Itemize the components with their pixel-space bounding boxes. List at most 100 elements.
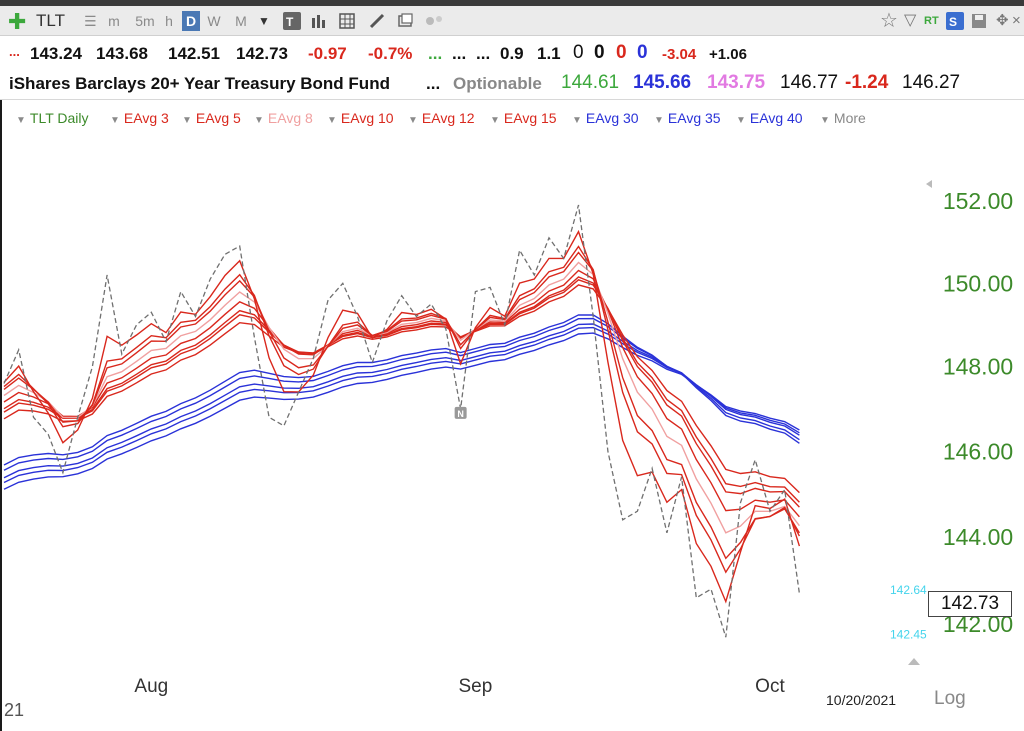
ema-line-12 (3, 276, 800, 508)
current-date-label: 10/20/2021 (826, 692, 897, 708)
y-tick-label: 152.00 (943, 188, 1013, 214)
quote-low: 142.51 (168, 44, 220, 63)
legend-item-eavg-3[interactable]: ▼ EAvg 3 (110, 110, 169, 126)
quote-lead-dots: ... (9, 44, 20, 59)
quote-dots-2: ... (476, 44, 491, 63)
svg-text:T: T (286, 15, 294, 29)
quote-dots: ... (452, 44, 467, 63)
ema-line-10 (3, 269, 800, 518)
legend-arrow-icon: ▼ (408, 115, 418, 126)
save-icon[interactable] (970, 12, 988, 30)
info-dots: ... (426, 74, 441, 93)
legend-item-eavg-15[interactable]: ▼ EAvg 15 (490, 110, 557, 126)
move-icon[interactable]: ✥ (996, 12, 1009, 29)
legend-arrow-icon: ▼ (110, 115, 120, 126)
link-icon[interactable] (424, 12, 442, 30)
realtime-icon[interactable]: RT (924, 15, 939, 27)
y-tick-label: 148.00 (943, 354, 1013, 380)
quote-value-2: 1.1 (537, 44, 561, 63)
quote-zero-3: 0 (616, 42, 627, 63)
quote-change: -0.97 (308, 44, 347, 63)
legend-item-eavg-12[interactable]: ▼ EAvg 12 (408, 110, 475, 126)
timeframe-h[interactable]: h (165, 13, 173, 29)
ema-line-8 (3, 261, 800, 534)
legend-item-tlt-daily[interactable]: ▼ TLT Daily (16, 110, 89, 126)
timeframe-5m[interactable]: 5m (135, 13, 155, 29)
quote-zero-4: 0 (637, 42, 648, 63)
legend-item-eavg-35[interactable]: ▼ EAvg 35 (654, 110, 721, 126)
optionable-label: Optionable (453, 74, 542, 93)
y-tick-label: 144.00 (943, 524, 1013, 550)
quote-open: 143.24 (30, 44, 82, 63)
info-price-3: 143.75 (707, 72, 766, 93)
legend-item-eavg-5[interactable]: ▼ EAvg 5 (182, 110, 241, 126)
x-tick-label: Oct (755, 676, 785, 697)
quote-zero-1: 0 (573, 42, 584, 63)
legend-item-more[interactable]: ▼ More (820, 110, 866, 126)
favorite-star-icon[interactable]: ☆ (880, 10, 898, 32)
legend-arrow-icon: ▼ (820, 115, 830, 126)
add-symbol-icon[interactable]: ✚ (8, 9, 27, 34)
pencil-icon[interactable] (368, 12, 386, 30)
ema-blue-line-32 (3, 317, 800, 471)
ema-line-6 (3, 251, 800, 560)
fund-name: iShares Barclays 20+ Year Treasury Bond … (9, 74, 390, 93)
timeframe-m[interactable]: m (108, 13, 120, 29)
legend-arrow-icon: ▼ (16, 115, 26, 126)
legend-item-eavg-30[interactable]: ▼ EAvg 30 (572, 110, 639, 126)
ema-line-5 (3, 245, 801, 574)
info-row: iShares Barclays 20+ Year Treasury Bond … (0, 70, 1024, 100)
legend-arrow-icon: ▼ (572, 115, 582, 126)
svg-text:S: S (949, 15, 957, 29)
sync-icon[interactable]: S (946, 12, 964, 30)
price-line (3, 204, 801, 638)
timeframe-w[interactable]: W (207, 13, 221, 29)
quote-value-1: 0.9 (500, 44, 524, 63)
quote-high: 143.68 (96, 44, 148, 63)
quote-zero-2: 0 (594, 42, 605, 63)
ema-blue-line-30 (3, 314, 800, 466)
timeframe-mo[interactable]: M (235, 13, 247, 29)
quote-value-3: -3.04 (662, 46, 697, 63)
legend-arrow-icon: ▼ (327, 115, 337, 126)
symbol-input[interactable]: TLT (36, 11, 65, 30)
quote-row: ... 143.24 143.68 142.51 142.73 -0.97 -0… (0, 38, 1024, 72)
ema-line-3 (3, 229, 801, 604)
quote-close: 142.73 (236, 44, 288, 63)
ema-blue-line-37 (3, 326, 800, 484)
legend-arrow-icon: ▼ (736, 115, 746, 126)
chart-area: 152.00 150.00 148.00 146.00 144.00 142.00 Aug S… (0, 100, 1024, 731)
chart-toolbar: ✚ TLT ☰ m 5m h D W M ▼ T ☆ ▽ RT S ✥ × (0, 6, 1024, 36)
scroll-down-icon (908, 658, 920, 665)
info-price-4: 146.77 (780, 72, 839, 93)
timeframe-dropdown-icon[interactable]: ▼ (258, 14, 270, 28)
bar-style-icon[interactable] (310, 12, 328, 30)
filter-icon[interactable]: ▽ (904, 12, 917, 29)
x-tick-label: Sep (458, 676, 492, 697)
quote-dots-green: ... (428, 44, 443, 63)
info-price-1: 144.61 (561, 72, 620, 93)
left-edge-date-label: 21 (4, 700, 25, 720)
timeframe-d[interactable]: D (182, 11, 200, 31)
log-scale-toggle[interactable]: Log (934, 688, 966, 709)
legend-arrow-icon: ▼ (254, 115, 264, 126)
info-price-2: 145.66 (633, 72, 692, 93)
text-tool-icon[interactable]: T (283, 12, 301, 30)
grid-icon[interactable] (338, 12, 356, 30)
legend-arrow-icon: ▼ (182, 115, 192, 126)
window-icon[interactable] (396, 12, 414, 30)
quote-value-4: +1.06 (709, 46, 747, 63)
legend-arrow-icon: ▼ (490, 115, 500, 126)
legend-item-eavg-8[interactable]: ▼ EAvg 8 (254, 110, 313, 126)
info-price-5: -1.24 (845, 72, 889, 93)
close-icon[interactable]: × (1012, 12, 1021, 29)
window-top-edge (0, 0, 1024, 6)
cyan-price-label-high: 142.64 (890, 583, 927, 597)
legend-item-eavg-40[interactable]: ▼ EAvg 40 (736, 110, 803, 126)
quote-change-pct: -0.7% (368, 44, 413, 63)
legend-item-eavg-10[interactable]: ▼ EAvg 10 (327, 110, 394, 126)
info-price-6: 146.27 (902, 72, 961, 93)
list-icon[interactable]: ☰ (84, 13, 97, 29)
ema-line-13 (3, 279, 800, 503)
